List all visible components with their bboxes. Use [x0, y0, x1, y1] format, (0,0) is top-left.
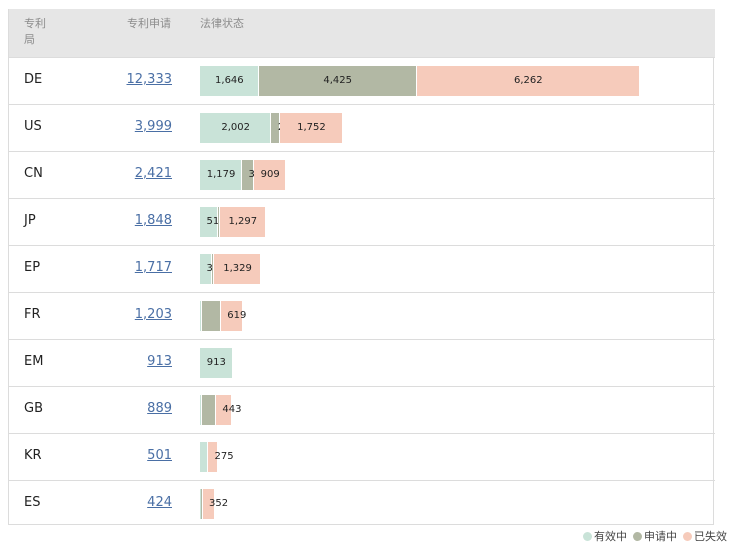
table-row: ES 424 352: [9, 480, 715, 528]
bar-segment[interactable]: [202, 301, 221, 331]
bar-value-label: 1,297: [228, 216, 258, 227]
bar-value-label: 275: [214, 451, 234, 462]
office-code: JP: [24, 213, 36, 228]
patent-office-table: 专利局 专利申请 法律状态 DE 12,333 1,646 4,425 6,262 US 3…: [8, 9, 715, 528]
legend-dot-icon: [633, 531, 642, 541]
legend-item-pending[interactable]: 申请中: [633, 528, 677, 544]
office-code: US: [24, 119, 42, 134]
chart-legend: 有效中 申请中 已失效: [583, 528, 727, 544]
table-row: DE 12,333 1,646 4,425 6,262: [9, 57, 715, 105]
office-code: KR: [24, 448, 42, 463]
office-code: FR: [24, 307, 41, 322]
bar-value-label: 443: [222, 404, 242, 415]
application-count-link[interactable]: 889: [147, 401, 172, 416]
table-row: EM 913 913: [9, 339, 715, 387]
bar-segment[interactable]: [213, 254, 262, 284]
table-row: EP1,7173401,329: [9, 245, 715, 293]
bar-value-label: 352: [209, 498, 229, 509]
legend-label: 有效中: [594, 530, 627, 543]
bar-value-label: 619: [227, 310, 247, 321]
bar-value-label: 4,425: [323, 75, 352, 86]
bar-value-label: 6,262: [513, 75, 543, 86]
bar-segment[interactable]: [200, 395, 202, 425]
bar-value-label: 2,002: [221, 122, 251, 133]
application-count-link[interactable]: 3,999: [134, 119, 172, 134]
legend-item-valid[interactable]: 有效中: [583, 528, 627, 544]
bar-segment[interactable]: [208, 442, 218, 472]
bar-segment[interactable]: [200, 113, 272, 143]
application-count-link[interactable]: 12,333: [126, 72, 173, 87]
bar-value-label: 909: [260, 169, 280, 180]
bar-segment[interactable]: [215, 395, 232, 425]
bar-segment[interactable]: [280, 113, 343, 143]
bar-segment[interactable]: [201, 395, 216, 425]
bar-segment[interactable]: [220, 301, 243, 331]
bar-segment[interactable]: [200, 254, 213, 284]
bar-value-label: 1,646: [215, 75, 244, 86]
table-row: JP 1,848 516 1,297: [9, 198, 715, 246]
bar-segment[interactable]: [200, 66, 259, 96]
bar-value-label: 1,179: [206, 169, 236, 180]
table-header: 专利局 专利申请 法律状态: [9, 9, 715, 57]
bar-segment[interactable]: [200, 348, 233, 378]
bar-value-label: 1,752: [297, 122, 326, 133]
application-count-link[interactable]: 1,203: [134, 307, 172, 322]
bar-segment[interactable]: [200, 442, 209, 472]
table-row: GB 889 443: [9, 386, 715, 434]
bar-segment[interactable]: [200, 207, 219, 237]
bar-segment[interactable]: [242, 160, 254, 190]
bar-segment[interactable]: [200, 160, 243, 190]
table-row: KR 501 275: [9, 433, 715, 481]
bar-value-label: 913: [206, 357, 226, 368]
application-count-link[interactable]: 2,421: [134, 166, 172, 181]
legend-item-invalid[interactable]: 已失效: [683, 528, 727, 544]
bar-segment[interactable]: [212, 254, 215, 284]
application-count-link[interactable]: 913: [147, 354, 172, 369]
bar-segment[interactable]: [202, 489, 216, 519]
header-office: 专利局: [24, 17, 46, 46]
legend-dot-icon: [683, 531, 692, 541]
office-code: GB: [24, 401, 43, 416]
bar-value-label: 516: [206, 216, 226, 227]
legend-label: 已失效: [694, 530, 727, 543]
application-count-link[interactable]: 424: [147, 495, 172, 510]
bar-segment[interactable]: [258, 66, 417, 96]
bar-segment[interactable]: [271, 113, 281, 143]
table-row: FR 1,203 619: [9, 292, 715, 340]
legend-label: 申请中: [644, 530, 677, 543]
office-code: ES: [24, 495, 41, 510]
office-code: EM: [24, 354, 44, 369]
bar-segment[interactable]: [200, 301, 203, 331]
bar-value-label: 1,329: [223, 263, 252, 274]
bar-segment[interactable]: [219, 207, 266, 237]
office-code: DE: [24, 72, 43, 87]
application-count-link[interactable]: 501: [147, 448, 172, 463]
header-legal-status: 法律状态: [200, 17, 244, 30]
application-count-link[interactable]: 1,848: [134, 213, 172, 228]
header-application-count: 专利申请: [127, 17, 171, 30]
bar-segment[interactable]: [253, 160, 287, 190]
legend-dot-icon: [583, 531, 592, 541]
application-count-link[interactable]: 1,717: [134, 260, 172, 275]
office-code: CN: [24, 166, 43, 181]
bar-segment[interactable]: [200, 489, 203, 519]
bar-segment[interactable]: [416, 66, 640, 96]
office-code: EP: [24, 260, 41, 275]
